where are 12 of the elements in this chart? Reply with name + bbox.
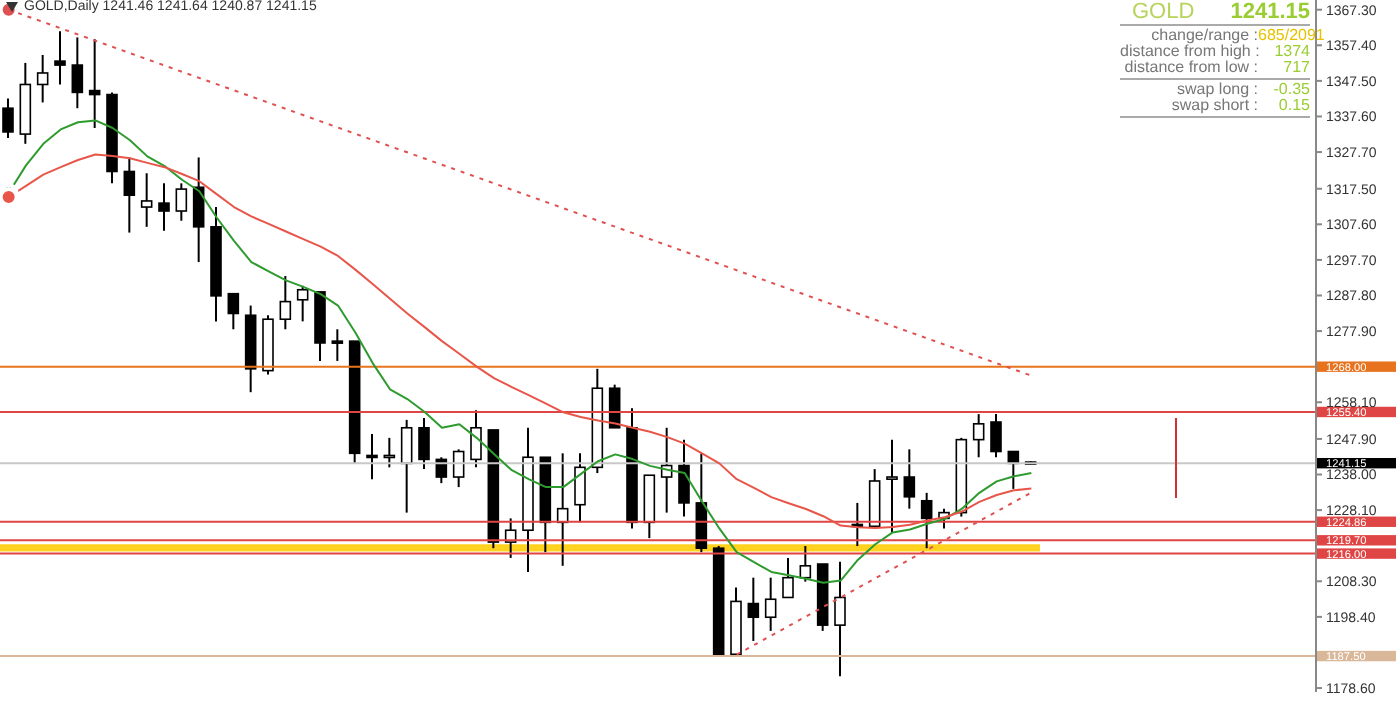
text: swap long :	[1177, 80, 1258, 98]
text: 0.15	[1276, 96, 1310, 114]
text: 685/2091	[1258, 26, 1325, 44]
text: 717	[1281, 58, 1310, 76]
text: 1241.15	[1230, 0, 1310, 24]
text: -0.35	[1271, 80, 1310, 98]
text: distance from low :	[1124, 58, 1258, 76]
text: 1374	[1272, 42, 1310, 60]
text: change/range :	[1151, 26, 1258, 44]
text: GOLD	[1130, 0, 1195, 24]
text: distance from high :	[1120, 42, 1260, 60]
text: swap short :	[1171, 96, 1258, 114]
